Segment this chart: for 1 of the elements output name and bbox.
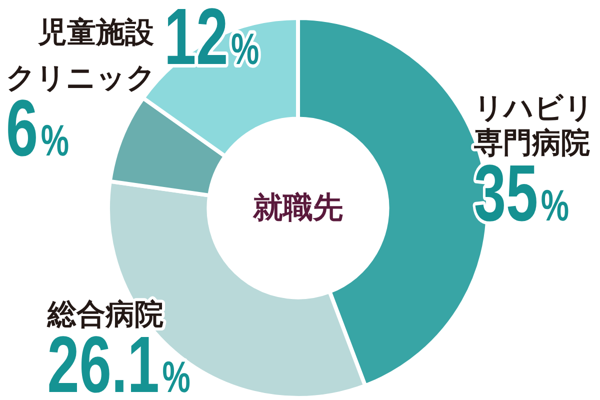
title: 就職先: [253, 192, 343, 224]
